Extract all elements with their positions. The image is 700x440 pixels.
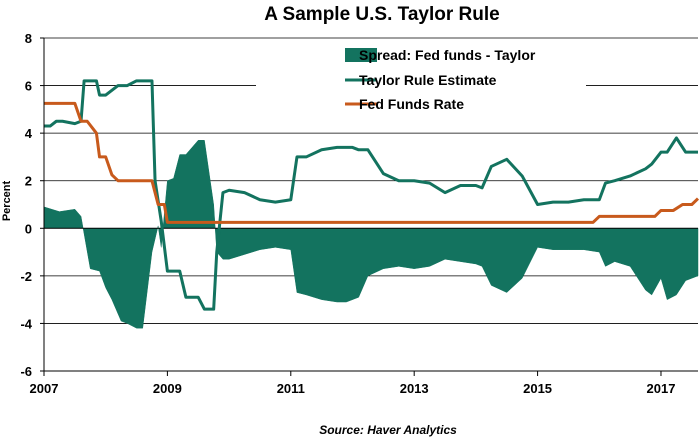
x-tick-label: 2009 xyxy=(153,381,182,396)
x-tick-label: 2017 xyxy=(647,381,676,396)
y-tick-label: 2 xyxy=(25,174,32,189)
legend: Spread: Fed funds - Taylor Taylor Rule Es… xyxy=(256,44,586,126)
y-tick-label: 0 xyxy=(25,221,32,236)
axes xyxy=(43,38,698,372)
y-tick-label: 4 xyxy=(25,126,33,141)
y-tick-label: 8 xyxy=(25,31,32,46)
y-tick-label: -4 xyxy=(20,316,32,331)
x-tick-label: 2011 xyxy=(277,381,305,396)
y-tick-label: -2 xyxy=(20,269,32,284)
x-tick-label: 2015 xyxy=(523,381,552,396)
legend-swatch-spread xyxy=(345,48,377,62)
y-axis-label: Percent xyxy=(1,180,13,221)
x-tick-label: 2007 xyxy=(30,381,59,396)
legend-label: Taylor Rule Estimate xyxy=(359,72,497,88)
tick-labels: 8 6 4 2 0 -2 -4 -6 2007 2009 2011 2013 2015 2017 xyxy=(20,31,675,396)
y-tick-label: 6 xyxy=(25,79,32,94)
series-layer xyxy=(43,79,700,329)
x-tick-label: 2013 xyxy=(400,381,429,396)
series-fedfunds-line xyxy=(44,101,700,224)
legend-label: Spread: Fed funds - Taylor xyxy=(359,47,536,63)
y-tick-label: -6 xyxy=(20,364,32,379)
series-spread-area xyxy=(43,140,699,329)
legend-label: Fed Funds Rate xyxy=(359,96,464,112)
legend-background xyxy=(256,44,586,126)
series-taylor-line xyxy=(44,79,698,311)
chart-title: A Sample U.S. Taylor Rule xyxy=(264,4,499,25)
source-note: Source: Haver Analytics xyxy=(319,423,457,437)
